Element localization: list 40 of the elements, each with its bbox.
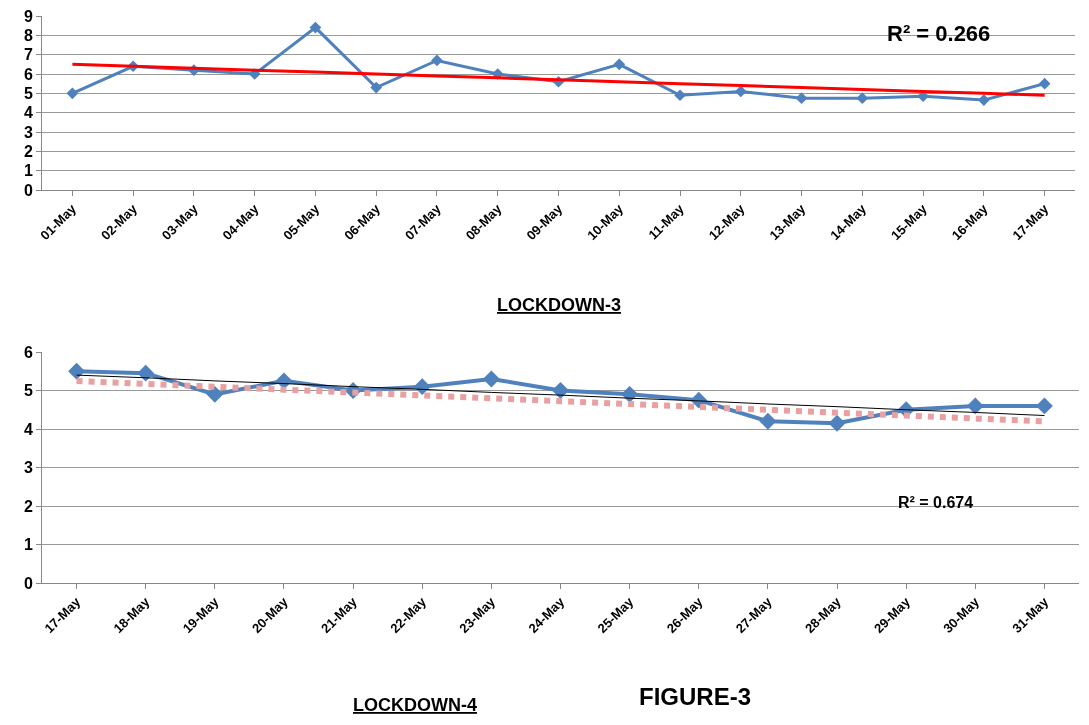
y-tick-label: 5 xyxy=(23,382,33,400)
y-tick-label: 0 xyxy=(23,181,33,199)
point xyxy=(482,370,500,388)
point xyxy=(674,89,686,102)
point xyxy=(431,54,443,67)
y-tick-label: 2 xyxy=(23,497,33,515)
point xyxy=(828,414,846,432)
point xyxy=(413,378,431,396)
point xyxy=(66,87,79,100)
annotation: R² = 0.266 xyxy=(887,21,991,46)
text: FIGURE-3 xyxy=(639,683,752,710)
point xyxy=(370,81,383,94)
point xyxy=(966,397,984,415)
y-tick-label: 3 xyxy=(23,123,33,141)
point xyxy=(795,92,808,105)
point xyxy=(552,382,569,399)
point xyxy=(978,94,990,106)
y-tick-label: 7 xyxy=(23,46,33,64)
point xyxy=(309,21,322,34)
y-tick-label: 4 xyxy=(23,104,33,122)
point xyxy=(856,92,869,105)
y-tick-label: 0 xyxy=(23,574,33,592)
y-tick-label: 2 xyxy=(23,142,33,160)
y-tick-label: 1 xyxy=(23,536,33,554)
point xyxy=(68,362,86,380)
y-tick-label: 3 xyxy=(23,459,33,477)
annotation: R² = 0.674 xyxy=(898,494,974,511)
point xyxy=(759,412,777,430)
point xyxy=(1038,77,1051,90)
y-tick-label: 9 xyxy=(23,7,33,25)
y-tick-label: 5 xyxy=(23,84,33,102)
y-tick-label: 1 xyxy=(23,162,33,180)
x-axis-title: LOCKDOWN-3 xyxy=(497,295,621,315)
y-tick-label: 6 xyxy=(23,343,33,361)
x-axis-title: LOCKDOWN-4 xyxy=(353,695,477,715)
point xyxy=(613,58,626,71)
y-tick-label: 8 xyxy=(23,26,33,44)
point xyxy=(206,385,224,403)
y-tick-label: 6 xyxy=(23,65,33,83)
y-tick-label: 4 xyxy=(23,420,33,438)
